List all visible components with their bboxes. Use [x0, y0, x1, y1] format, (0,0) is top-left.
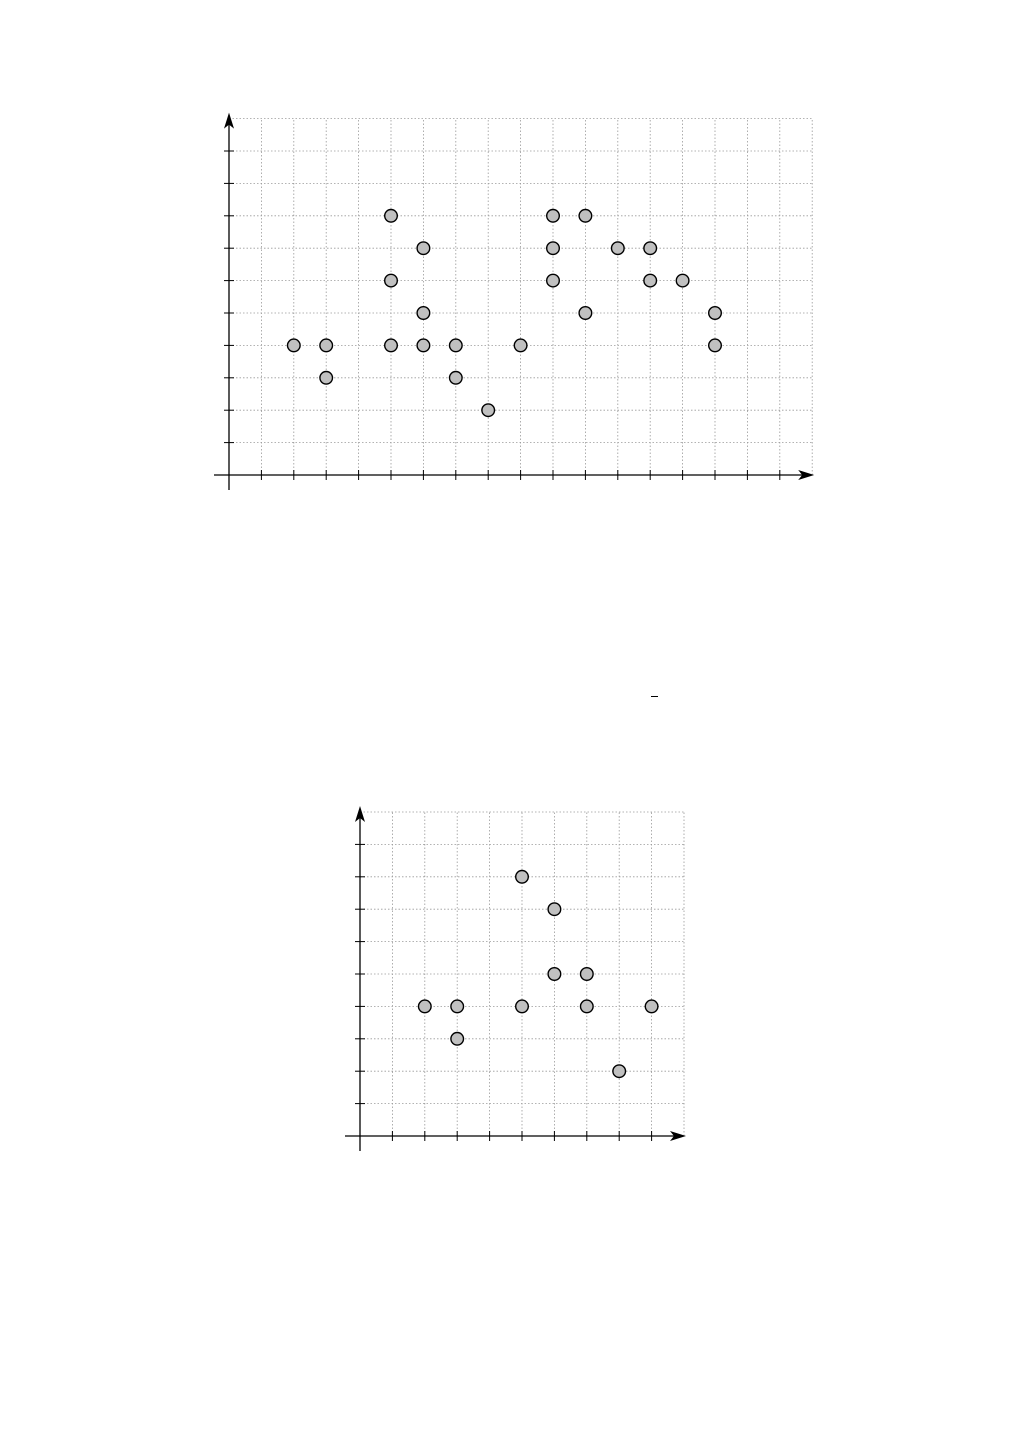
data-point: [514, 869, 529, 884]
data-point: [610, 241, 625, 256]
x-axis-arrow: [670, 1131, 686, 1141]
data-point: [708, 305, 723, 320]
data-point: [383, 273, 398, 288]
data-point: [612, 1064, 627, 1079]
data-point: [578, 305, 593, 320]
data-point: [383, 208, 398, 223]
data-point: [319, 370, 334, 385]
data-point: [675, 273, 690, 288]
data-point: [546, 208, 561, 223]
data-point: [546, 241, 561, 256]
y-axis-arrow: [224, 112, 234, 129]
data-point: [643, 241, 658, 256]
data-point: [644, 999, 659, 1014]
data-point: [416, 241, 431, 256]
stray-mark: [651, 696, 658, 697]
y-axis-arrow: [355, 806, 365, 822]
data-point: [319, 338, 334, 353]
data-point: [547, 902, 562, 917]
data-point: [416, 338, 431, 353]
data-point: [514, 999, 529, 1014]
data-point: [547, 966, 562, 981]
scatter-chart-1: [214, 112, 815, 490]
scatter-chart-2: [345, 806, 686, 1151]
data-point: [643, 273, 658, 288]
data-point: [481, 403, 496, 418]
data-point: [546, 273, 561, 288]
data-point: [708, 338, 723, 353]
data-point: [286, 338, 301, 353]
data-point: [450, 1031, 465, 1046]
data-point: [416, 305, 431, 320]
data-point: [448, 338, 463, 353]
data-point: [417, 999, 432, 1014]
x-axis-arrow: [798, 470, 815, 480]
data-point: [383, 338, 398, 353]
data-point: [513, 338, 528, 353]
data-point: [578, 208, 593, 223]
data-point: [450, 999, 465, 1014]
data-point: [579, 999, 594, 1014]
data-point: [448, 370, 463, 385]
data-point: [579, 966, 594, 981]
